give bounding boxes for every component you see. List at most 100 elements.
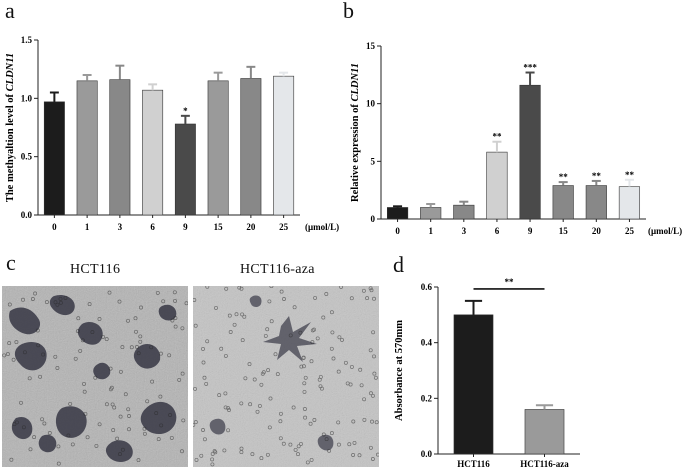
y-tick-label: 0.5: [21, 152, 33, 162]
y-axis-label: Absorbance at 570mm: [394, 320, 405, 421]
membrane-pore: [259, 456, 264, 461]
panel-label-b: b: [343, 0, 354, 23]
membrane-pore: [259, 382, 264, 387]
membrane-pore: [201, 428, 205, 432]
membrane-pore: [80, 338, 85, 343]
membrane-pore: [239, 286, 244, 291]
membrane-pore: [329, 431, 334, 436]
membrane-pore: [150, 379, 155, 384]
membrane-pore: [14, 340, 19, 345]
membrane-pore: [240, 338, 245, 343]
y-tick-label: 0.0: [21, 210, 33, 220]
membrane-pore: [56, 461, 61, 466]
membrane-pore: [2, 353, 7, 358]
y-tick-label: 0.0: [421, 449, 433, 459]
membrane-pore: [267, 425, 272, 430]
membrane-pore: [97, 422, 102, 427]
membrane-pore: [117, 299, 122, 304]
membrane-pore: [138, 334, 143, 339]
membrane-pore: [369, 391, 373, 396]
membrane-pore: [302, 389, 307, 394]
membrane-pore: [357, 453, 362, 458]
x-unit-label: (μmol/L): [305, 222, 339, 232]
membrane-pore: [7, 302, 12, 307]
x-tick-label: 25: [625, 226, 635, 236]
membrane-pore: [158, 351, 163, 356]
membrane-pore: [58, 296, 63, 301]
x-tick-label: 9: [528, 226, 533, 236]
chart-d-absorbance: 0.0 0.2 0.4 0.6 HCT116 HCT116-aza Absorbance a…: [394, 277, 580, 469]
membrane-pore: [156, 437, 161, 442]
membrane-pore: [142, 431, 147, 436]
membrane-pore: [275, 372, 280, 377]
membrane-pore: [296, 444, 301, 449]
membrane-pore: [263, 333, 268, 338]
bar-3: [109, 79, 131, 216]
membrane-pore: [104, 402, 109, 407]
membrane-pore: [201, 360, 206, 365]
membrane-pore: [167, 353, 172, 358]
bar-0: [43, 101, 65, 216]
membrane-pore: [87, 302, 92, 307]
membrane-pore: [310, 340, 315, 345]
membrane-pore: [149, 345, 154, 350]
membrane-pore: [123, 392, 128, 397]
y-axis-label: The methyaltion level of CLDN11: [5, 53, 16, 202]
membrane-pore: [349, 364, 354, 369]
bar-15: [207, 80, 229, 216]
membrane-pore: [324, 437, 329, 442]
membrane-pore: [313, 295, 318, 300]
membrane-pore: [118, 369, 123, 374]
membrane-pore: [324, 292, 329, 296]
membrane-pore: [36, 343, 41, 348]
membrane-pore: [372, 296, 376, 301]
membrane-pore: [349, 296, 354, 301]
x-tick-label: 1: [85, 222, 90, 232]
membrane-pore: [22, 350, 27, 355]
y-tick-label: 0.4: [421, 338, 433, 348]
x-tick-label: 9: [183, 222, 188, 232]
membrane-pore: [321, 432, 326, 437]
membrane-pore: [296, 452, 300, 457]
x-tick-label: 3: [462, 226, 467, 236]
significance-label: **: [492, 132, 502, 142]
membrane-pore: [112, 405, 117, 410]
membrane-pore: [214, 305, 218, 310]
x-tick-label: 20: [246, 222, 256, 232]
bar-HCT116: [453, 314, 494, 455]
membrane-pore: [85, 435, 90, 440]
membrane-pore: [303, 415, 308, 420]
membrane-pore: [158, 394, 163, 399]
membrane-pore: [58, 300, 63, 305]
membrane-pore: [368, 348, 373, 353]
membrane-pore: [135, 345, 139, 349]
membrane-pore: [337, 335, 342, 340]
bar-6: [142, 89, 164, 216]
bar-20: [240, 78, 262, 216]
membrane-pore: [266, 368, 271, 373]
membrane-pore: [145, 399, 150, 404]
membrane-pore: [269, 286, 274, 289]
membrane-pore: [343, 360, 348, 365]
bar-1: [420, 207, 442, 220]
membrane-pore: [210, 451, 215, 456]
bar-15: [552, 185, 574, 220]
membrane-pore: [281, 441, 286, 446]
membrane-pore: [278, 436, 283, 441]
membrane-pore: [348, 382, 353, 387]
x-tick-label: 1: [428, 226, 433, 236]
y-axis-label-gene: CLDN11: [350, 63, 361, 102]
membrane-pore: [201, 346, 205, 351]
membrane-pore: [40, 417, 45, 422]
bar-0: [386, 207, 409, 220]
bar-25: [273, 75, 295, 216]
membrane-pore: [370, 393, 375, 398]
membrane-pore: [227, 313, 232, 318]
membrane-pore: [340, 337, 344, 342]
y-axis-label-prefix: Relative expression of: [350, 102, 361, 202]
membrane-pore: [232, 322, 237, 327]
membrane-pore: [55, 366, 60, 370]
membrane-pore: [78, 348, 83, 353]
membrane-pore: [358, 367, 363, 372]
membrane-pore: [308, 421, 313, 426]
